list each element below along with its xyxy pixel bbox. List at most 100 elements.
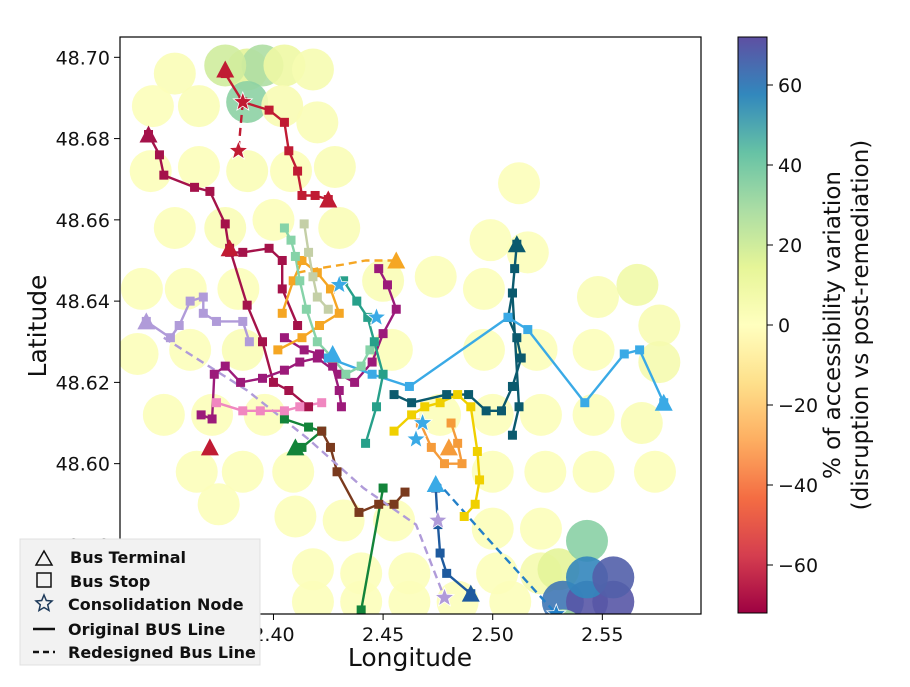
- bus-stop-marker: [372, 402, 382, 412]
- bus-stop-marker: [196, 410, 206, 420]
- bus-stop-marker: [332, 467, 342, 477]
- bus-stop-marker: [205, 186, 215, 196]
- bus-stop-marker: [453, 390, 463, 400]
- bus-stop-marker: [442, 568, 452, 578]
- bus-stop-marker: [264, 105, 274, 115]
- bus-stop-marker: [382, 280, 392, 290]
- accessibility-cell: [142, 393, 185, 436]
- accessibility-cell: [291, 580, 334, 614]
- bus-stop-marker: [295, 276, 305, 286]
- accessibility-cell: [616, 263, 659, 306]
- bus-stop-marker: [238, 316, 248, 326]
- bus-stop-marker: [334, 369, 344, 379]
- bus-stop-marker: [339, 276, 349, 286]
- bus-stop-marker: [308, 272, 318, 282]
- colorbar-tick-label: 0: [778, 315, 790, 337]
- bus-stop-marker: [301, 304, 311, 314]
- bus-stop-marker: [220, 361, 230, 371]
- accessibility-cell: [572, 393, 615, 436]
- y-tick-label: 48.68: [56, 129, 110, 151]
- bus-stop-marker: [475, 475, 485, 485]
- colorbar-label-line2: (disruption vs post-remediation): [848, 140, 874, 511]
- bus-stop-marker: [297, 333, 307, 343]
- bus-stop-marker: [304, 402, 314, 412]
- bus-stop-marker: [446, 418, 456, 428]
- bus-stop-marker: [334, 308, 344, 318]
- consolidation-node-marker: [227, 139, 249, 160]
- bus-terminal-marker: [654, 393, 673, 411]
- bus-stop-marker: [510, 264, 520, 274]
- bus-stop-marker: [435, 548, 445, 558]
- bus-stop-marker: [293, 321, 303, 330]
- legend-triangle-icon: [34, 549, 54, 566]
- bus-stop-marker: [297, 442, 307, 452]
- legend-square-icon: [36, 572, 52, 588]
- bus-stop-marker: [378, 483, 388, 493]
- route-lavender-redesign: [163, 336, 446, 599]
- colorbar-tick-label: −20: [778, 395, 818, 417]
- bus-stop-marker: [407, 410, 417, 420]
- bus-stop-marker: [378, 329, 388, 339]
- y-tick-label: 48.70: [56, 47, 110, 69]
- route-blue-redesign: [434, 479, 558, 614]
- bus-stop-marker: [439, 459, 449, 469]
- accessibility-cell: [120, 332, 159, 375]
- bus-stop-marker: [242, 300, 252, 310]
- bus-stop-marker: [514, 402, 524, 412]
- bus-stop-marker: [361, 438, 371, 448]
- bus-stop-marker: [356, 361, 366, 371]
- accessibility-cell: [414, 255, 457, 298]
- bus-stop-marker: [304, 422, 314, 432]
- bus-stop-marker: [472, 446, 482, 456]
- bus-stop-marker: [174, 321, 184, 330]
- bus-stop-marker: [295, 402, 305, 412]
- bus-stop-marker: [507, 430, 517, 440]
- bus-stop-marker: [315, 321, 325, 330]
- bus-stop-marker: [365, 345, 375, 355]
- x-axis-label: Longitude: [348, 643, 472, 672]
- x-axis-ticks: 2.40 2.45 2.50 2.55: [252, 614, 623, 646]
- bus-stop-marker: [236, 377, 246, 387]
- bus-stop-marker: [516, 353, 526, 363]
- bus-stop-marker: [295, 357, 305, 367]
- x-tick-label: 2.40: [252, 624, 294, 646]
- bus-stop-marker: [238, 406, 248, 416]
- y-tick-label: 48.64: [56, 291, 110, 313]
- accessibility-cell: [471, 507, 514, 550]
- bus-terminal-marker: [220, 239, 239, 257]
- bus-terminal-marker: [200, 438, 219, 456]
- route-mint-cluster: [283, 227, 371, 376]
- colorbar: 60 40 20 0 −20 −40 −60 % of accessibility vari…: [737, 36, 874, 614]
- bus-terminal-marker: [216, 60, 235, 78]
- bus-stop-marker: [279, 406, 289, 416]
- bus-stop-marker: [258, 373, 268, 383]
- accessibility-cell: [270, 150, 313, 193]
- bus-stop-marker: [279, 414, 289, 424]
- bus-stop-marker: [284, 146, 294, 156]
- route-markers: [137, 60, 673, 614]
- bus-stop-marker: [207, 414, 217, 424]
- accessibility-cell: [291, 548, 334, 591]
- accessibility-cell: [572, 450, 615, 493]
- accessibility-cell: [153, 206, 196, 249]
- bus-stop-marker: [354, 507, 364, 517]
- bus-stop-marker: [466, 402, 476, 412]
- bus-stop-marker: [453, 438, 463, 448]
- accessibility-cell: [549, 609, 577, 614]
- bus-stop-marker: [277, 308, 287, 318]
- bus-stop-marker: [367, 369, 377, 379]
- bus-stop-marker: [279, 117, 289, 127]
- accessibility-cell: [373, 499, 416, 542]
- bus-stop-marker: [209, 369, 219, 379]
- consolidation-node-marker: [433, 586, 456, 607]
- bus-stop-marker: [315, 349, 325, 359]
- bus-stop-marker: [238, 247, 248, 257]
- plot-frame: [119, 36, 702, 615]
- bus-stop-marker: [198, 308, 208, 318]
- accessibility-cell: [519, 393, 562, 436]
- accessibility-cell: [489, 580, 532, 614]
- legend-label-original: Original BUS Line: [68, 620, 226, 639]
- bus-stop-marker: [279, 365, 289, 375]
